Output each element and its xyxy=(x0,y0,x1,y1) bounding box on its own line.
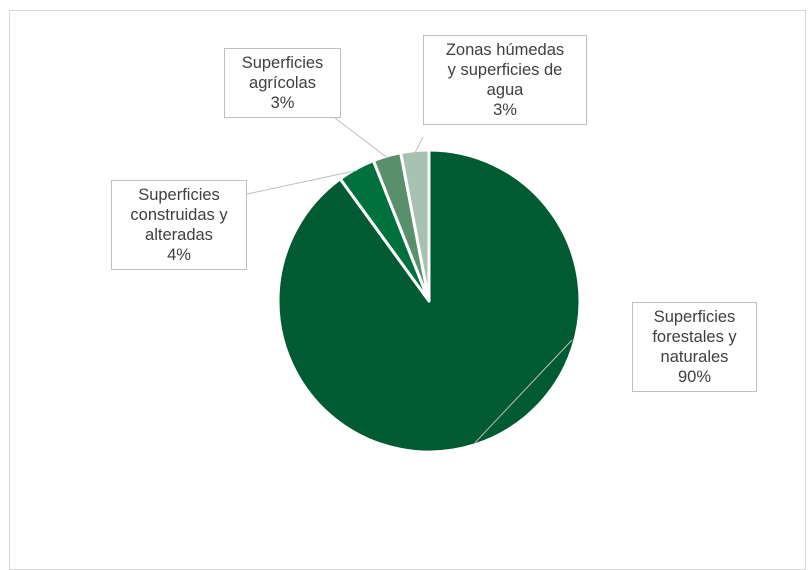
leader-line xyxy=(474,339,573,444)
data-label-forestales: Superficies forestales y naturales 90% xyxy=(632,302,757,392)
pie-slice-zonas-humedas xyxy=(399,148,431,303)
data-label-agricolas: Superficies agrícolas 3% xyxy=(224,48,341,118)
leader-line xyxy=(414,136,424,153)
data-label-construidas: Superficies construidas y alteradas 4% xyxy=(111,180,247,270)
leader-line xyxy=(246,169,358,195)
data-label-zonas-humedas: Zonas húmedas y superficies de agua 3% xyxy=(423,35,587,125)
leader-line xyxy=(334,117,388,159)
